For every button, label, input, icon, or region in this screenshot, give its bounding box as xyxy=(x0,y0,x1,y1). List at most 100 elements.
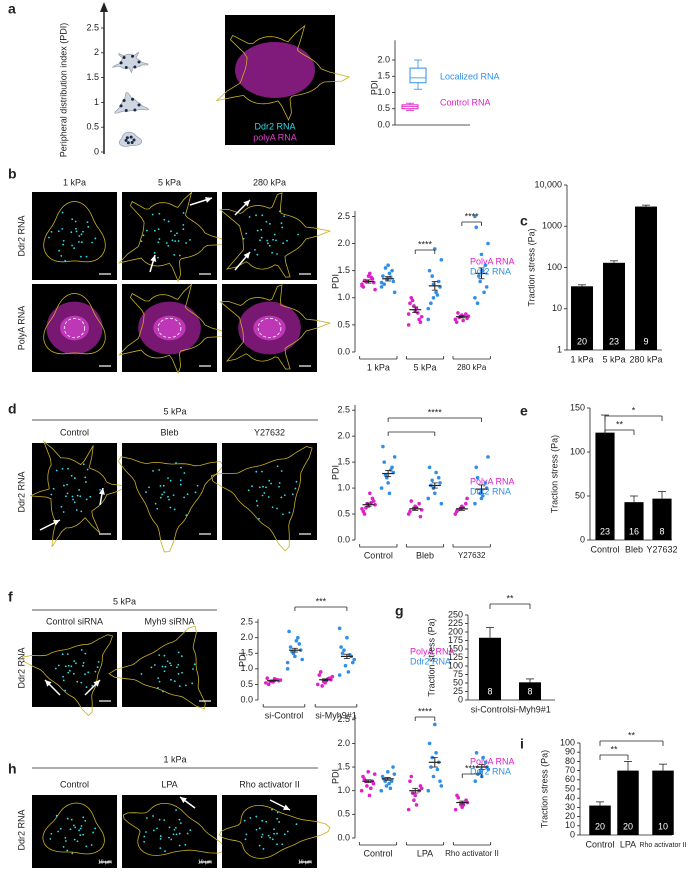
data-point xyxy=(386,769,390,774)
data-point xyxy=(369,275,373,279)
rna-spot xyxy=(268,479,271,482)
cell-outline xyxy=(122,803,225,856)
data-point xyxy=(454,320,459,324)
rna-spot xyxy=(48,236,50,239)
bar xyxy=(617,770,639,835)
data-point xyxy=(278,678,283,682)
data-point xyxy=(294,639,299,643)
rna-spot xyxy=(291,493,294,496)
rna-spot xyxy=(62,675,65,678)
schematic-spot xyxy=(122,98,126,102)
rna-spot xyxy=(84,652,87,655)
schematic-spot xyxy=(132,138,136,142)
data-point xyxy=(360,284,364,288)
rna-spot xyxy=(163,491,166,494)
rna-spot xyxy=(85,845,88,848)
data-point xyxy=(343,663,348,668)
rna-spot xyxy=(271,808,273,811)
column-title: Rho activator II xyxy=(239,779,300,789)
rna-spot xyxy=(163,218,166,221)
data-point xyxy=(287,629,291,634)
rna-spot xyxy=(162,484,165,487)
rna-spot xyxy=(179,483,182,486)
significance-label: ** xyxy=(628,730,636,740)
n-label: 23 xyxy=(600,526,610,536)
data-point xyxy=(408,301,412,305)
x-tick-label: 5 kPa xyxy=(413,362,436,372)
rna-spot xyxy=(180,655,183,658)
data-point xyxy=(439,501,444,506)
rna-spot xyxy=(186,493,189,496)
bar xyxy=(652,498,672,540)
polya-core xyxy=(253,315,286,341)
data-point xyxy=(419,786,424,791)
data-point xyxy=(371,781,376,786)
column-title: Bleb xyxy=(160,427,178,437)
rna-spot xyxy=(255,214,257,217)
rna-spot xyxy=(60,505,63,508)
rna-spot xyxy=(255,470,258,473)
data-point xyxy=(371,499,376,503)
rna-spot xyxy=(82,833,85,836)
data-point xyxy=(297,642,302,646)
rna-spot xyxy=(180,466,182,469)
rna-spot xyxy=(174,826,177,829)
bar xyxy=(571,286,593,350)
data-point xyxy=(362,512,367,516)
x-tick-label: Bleb xyxy=(416,550,434,560)
rna-spot xyxy=(58,249,60,252)
data-point xyxy=(406,312,411,316)
data-point xyxy=(430,478,434,483)
y-tick-label: 100 xyxy=(560,737,575,747)
rna-spot xyxy=(163,670,166,673)
rna-spot xyxy=(281,843,284,846)
rna-spot xyxy=(280,222,283,225)
legend-label: PolyA RNA xyxy=(470,256,515,266)
rna-spot xyxy=(64,259,67,262)
rna-spot xyxy=(177,663,180,666)
rna-spot xyxy=(268,244,271,247)
panel-letter: c xyxy=(520,213,528,229)
rna-spot xyxy=(172,833,175,836)
rna-spot xyxy=(153,251,156,254)
data-point xyxy=(478,279,482,284)
cell-outline xyxy=(118,456,224,553)
rna-spot xyxy=(57,230,60,233)
rna-spot xyxy=(178,844,181,847)
data-point xyxy=(382,282,387,287)
data-point xyxy=(369,500,373,505)
rna-spot xyxy=(60,255,63,257)
significance-label: ** xyxy=(506,593,514,603)
y-tick-label: 0.0 xyxy=(377,119,390,129)
micrograph xyxy=(122,795,217,868)
x-tick-label: Rho activator II xyxy=(639,842,686,849)
x-tick-label: Rho activator II xyxy=(445,849,499,858)
x-tick-label: Control xyxy=(363,848,392,858)
rna-spot xyxy=(273,832,275,835)
rna-spot xyxy=(271,838,274,841)
rna-spot xyxy=(185,684,187,687)
rna-spot xyxy=(194,491,197,494)
data-point xyxy=(345,635,349,640)
panel-letter: i xyxy=(520,736,524,752)
rna-spot xyxy=(282,242,285,245)
rna-spot xyxy=(178,832,181,835)
x-tick-label: LPA xyxy=(620,839,636,849)
rna-spot xyxy=(75,230,78,233)
legend-label: PolyA RNA xyxy=(470,476,515,486)
rna-spot xyxy=(153,664,156,666)
rna-spot xyxy=(181,671,183,674)
rna-spot xyxy=(166,660,169,663)
data-point xyxy=(285,660,290,665)
data-point xyxy=(392,290,397,295)
rna-spot xyxy=(261,494,264,497)
rna-spot xyxy=(50,230,53,233)
rna-spot xyxy=(254,248,256,251)
schematic-spot xyxy=(130,141,134,145)
micrograph xyxy=(32,443,117,540)
arrow-head xyxy=(45,680,52,687)
data-point xyxy=(368,271,372,276)
data-point xyxy=(364,506,368,510)
data-point xyxy=(392,455,397,459)
rna-spot xyxy=(61,227,64,230)
